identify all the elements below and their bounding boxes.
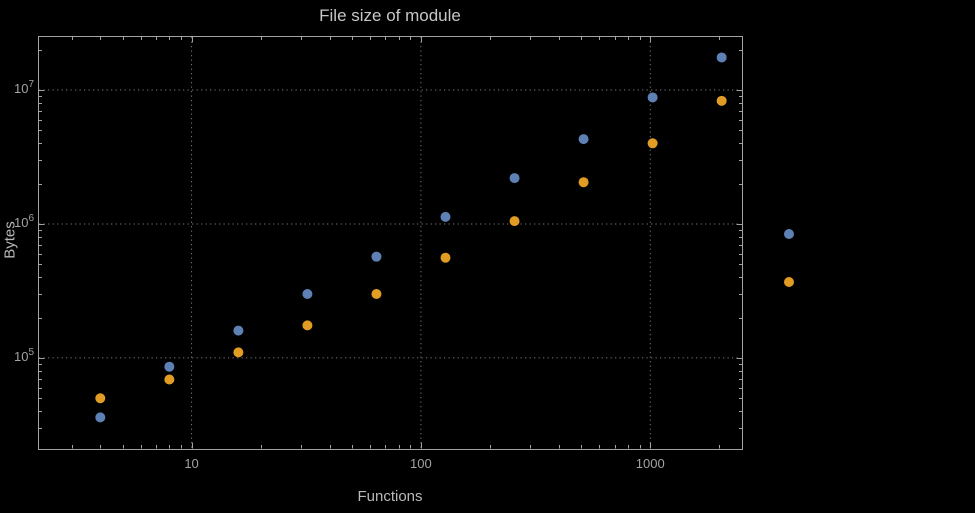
data-point-series-2	[509, 216, 520, 227]
data-point-series-2	[95, 393, 106, 404]
data-point-series-1	[371, 251, 382, 262]
data-point-series-2	[371, 289, 382, 300]
y-tick-label: 105	[13, 346, 34, 364]
data-point-series-1	[302, 289, 313, 300]
chart-title: File size of module	[319, 6, 461, 25]
data-point-series-1	[716, 52, 727, 63]
y-tick-label: 106	[13, 212, 34, 230]
plot-frame	[38, 36, 743, 450]
x-tick-label: 1000	[635, 456, 665, 471]
data-point-series-2	[233, 347, 244, 358]
legend-marker-series-1	[784, 229, 794, 239]
data-point-series-2	[647, 138, 658, 149]
y-tick-label: 107	[13, 78, 34, 96]
data-point-series-1	[578, 134, 589, 145]
legend-marker-series-2	[784, 277, 794, 287]
data-point-series-1	[647, 92, 658, 103]
data-point-series-1	[233, 325, 244, 336]
x-axis-label: Functions	[357, 488, 423, 505]
data-point-series-1	[509, 173, 520, 184]
data-point-series-2	[302, 320, 313, 331]
data-point-series-2	[440, 252, 451, 263]
data-point-series-2	[716, 95, 727, 106]
data-point-series-1	[440, 211, 451, 222]
x-tick-label: 10	[184, 456, 199, 471]
data-point-series-1	[164, 361, 175, 372]
data-point-series-1	[95, 412, 106, 423]
x-tick-label: 100	[410, 456, 432, 471]
data-point-series-2	[578, 177, 589, 188]
data-point-series-2	[164, 374, 175, 385]
